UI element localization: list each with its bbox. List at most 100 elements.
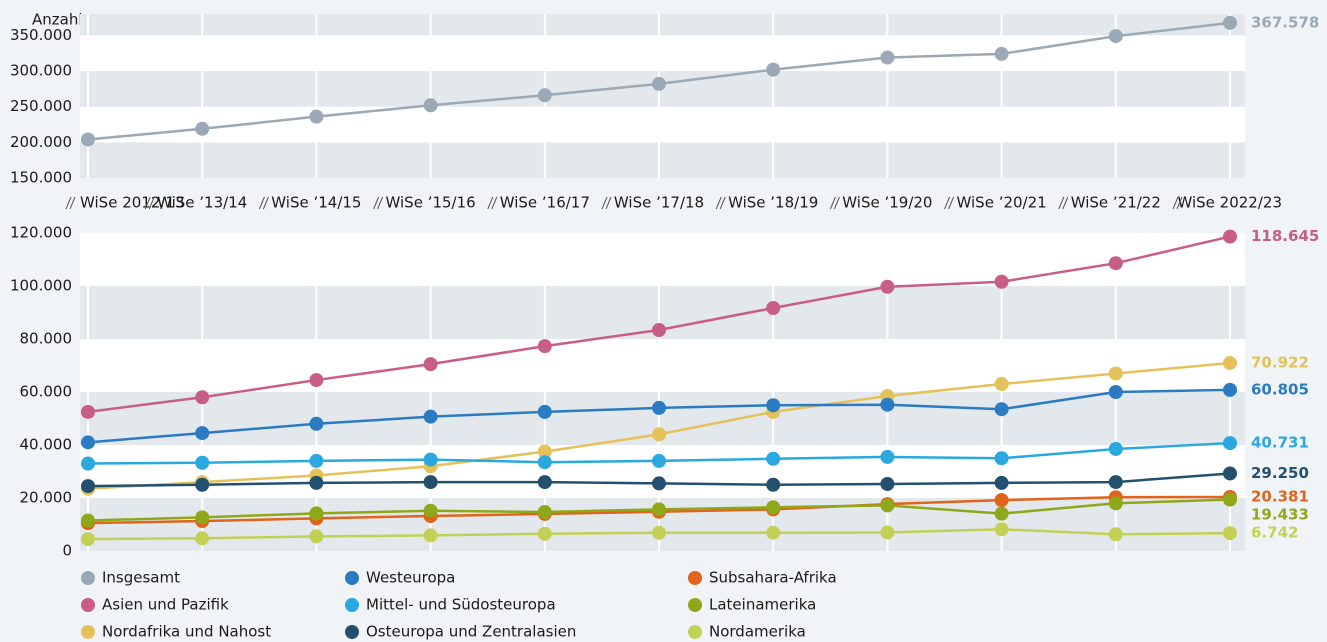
end-value-label: 60.805 bbox=[1251, 380, 1309, 398]
separator bbox=[715, 196, 726, 210]
data-point bbox=[652, 453, 666, 468]
separator-slash bbox=[944, 196, 951, 210]
legend-marker bbox=[688, 625, 702, 639]
separator-slash bbox=[65, 196, 72, 210]
data-point bbox=[652, 525, 666, 540]
data-point bbox=[81, 456, 95, 471]
data-point bbox=[652, 476, 666, 491]
separator bbox=[601, 196, 612, 210]
data-point bbox=[994, 493, 1009, 508]
x-tick-label: WiSe ’21/22 bbox=[1071, 194, 1161, 212]
data-point bbox=[880, 498, 895, 513]
separator-slash bbox=[948, 196, 955, 210]
grid-band bbox=[80, 106, 1245, 143]
data-point bbox=[1223, 466, 1237, 481]
separator-slash bbox=[829, 196, 836, 210]
legend-marker bbox=[688, 571, 702, 585]
legend-marker bbox=[688, 598, 702, 612]
x-tick-label: WiSe ’16/17 bbox=[500, 194, 590, 212]
data-point bbox=[423, 357, 438, 372]
data-point bbox=[195, 477, 210, 492]
data-point bbox=[195, 510, 210, 525]
separator bbox=[829, 196, 840, 210]
data-point bbox=[994, 274, 1009, 289]
legend-label: Westeuropa bbox=[366, 569, 455, 587]
data-point bbox=[652, 76, 666, 91]
y-tick-label: 100.000 bbox=[10, 277, 72, 295]
separator bbox=[65, 196, 76, 210]
data-point bbox=[994, 506, 1009, 521]
data-point bbox=[537, 404, 552, 419]
data-point bbox=[81, 513, 95, 528]
separator-slash bbox=[715, 196, 722, 210]
data-point bbox=[652, 427, 666, 442]
legend-marker bbox=[345, 625, 359, 639]
data-point bbox=[195, 455, 210, 470]
data-point bbox=[652, 322, 666, 337]
data-point bbox=[766, 477, 781, 492]
data-point bbox=[1108, 366, 1123, 381]
grid bbox=[87, 14, 1231, 551]
separator-slash bbox=[1176, 196, 1183, 210]
separator-slash bbox=[1172, 196, 1179, 210]
x-tick-label: WiSe ’13/14 bbox=[157, 194, 247, 212]
separator bbox=[1058, 196, 1069, 210]
data-point bbox=[423, 503, 438, 518]
legend-marker bbox=[81, 571, 95, 585]
data-point bbox=[195, 426, 210, 441]
data-point bbox=[1223, 229, 1237, 244]
separator-slash bbox=[833, 196, 840, 210]
end-value-label: 367.578 bbox=[1251, 13, 1319, 31]
grid-band bbox=[80, 35, 1245, 72]
separator-slash bbox=[377, 196, 384, 210]
data-point bbox=[1223, 15, 1237, 30]
end-value-label: 118.645 bbox=[1251, 227, 1319, 245]
separator-slash bbox=[262, 196, 269, 210]
separator bbox=[373, 196, 384, 210]
data-point bbox=[652, 400, 666, 415]
data-point bbox=[423, 452, 438, 467]
x-tick-label: WiSe ’14/15 bbox=[271, 194, 361, 212]
data-point bbox=[1108, 441, 1123, 456]
legend-label: Nordafrika und Nahost bbox=[102, 623, 271, 641]
data-point bbox=[1108, 29, 1123, 44]
data-point bbox=[537, 505, 552, 520]
data-point bbox=[423, 409, 438, 424]
y-axis-label: Anzahl bbox=[32, 11, 83, 29]
separator-slash bbox=[69, 196, 76, 210]
y-tick-label: 350.000 bbox=[10, 26, 72, 44]
data-point bbox=[537, 444, 552, 459]
data-point bbox=[994, 46, 1009, 61]
separator-slash bbox=[719, 196, 726, 210]
data-point bbox=[994, 402, 1009, 417]
data-point bbox=[1223, 492, 1237, 507]
data-point bbox=[309, 416, 324, 431]
legend-marker bbox=[345, 571, 359, 585]
data-point bbox=[81, 479, 95, 494]
separator-slash bbox=[601, 196, 608, 210]
legend-marker bbox=[81, 625, 95, 639]
x-tick-label: WiSe ’17/18 bbox=[614, 194, 704, 212]
data-point bbox=[1108, 527, 1123, 542]
data-point bbox=[1108, 475, 1123, 490]
data-point bbox=[880, 279, 895, 294]
data-point bbox=[766, 525, 781, 540]
legend-label: Osteuropa und Zentralasien bbox=[366, 623, 576, 641]
separator bbox=[487, 196, 498, 210]
data-point bbox=[195, 531, 210, 546]
pts bbox=[81, 15, 1237, 547]
end-value-label: 29.250 bbox=[1251, 464, 1309, 482]
y-tick-label: 200.000 bbox=[10, 133, 72, 151]
data-point bbox=[1108, 496, 1123, 511]
data-point bbox=[537, 455, 552, 470]
y-tick-label: 120.000 bbox=[10, 224, 72, 242]
data-point bbox=[309, 373, 324, 388]
data-point bbox=[195, 390, 210, 405]
x-tick-label: WiSe ’20/21 bbox=[957, 194, 1047, 212]
data-point bbox=[537, 339, 552, 354]
data-point bbox=[423, 475, 438, 490]
data-point bbox=[1223, 382, 1237, 397]
legend-label: Nordamerika bbox=[709, 623, 806, 641]
legend-label: Insgesamt bbox=[102, 569, 180, 587]
